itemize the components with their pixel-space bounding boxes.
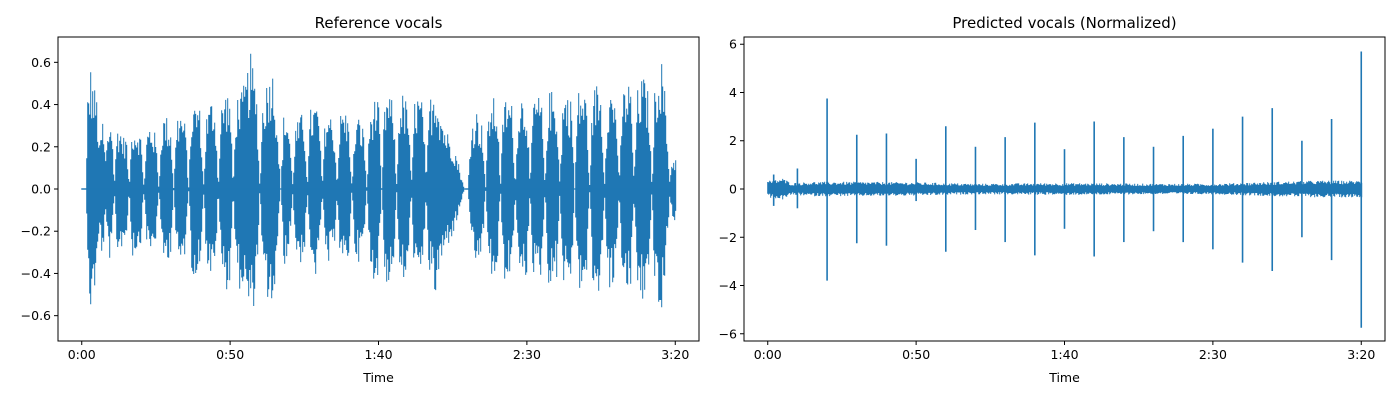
x-axis-label: Time (1048, 370, 1080, 385)
x-tick-label: 0:00 (68, 347, 96, 362)
y-tick-label: −0.4 (21, 266, 51, 281)
y-tick-label: −6 (719, 326, 737, 341)
plot-frame (743, 36, 1386, 342)
chart-predicted-vocals: Predicted vocals (Normalized) 0:00 0:50 1:… (719, 14, 1386, 385)
y-tick-label: 0.6 (31, 55, 51, 70)
x-tick-label: 2:30 (1199, 347, 1227, 362)
x-tick-label: 0:50 (902, 347, 930, 362)
x-tick-label: 3:20 (661, 347, 689, 362)
y-axis-ticks: −6 −4 −2 0 2 4 6 (719, 37, 744, 341)
y-tick-label: 2 (729, 133, 737, 148)
x-tick-label: 0:00 (754, 347, 782, 362)
x-tick-label: 0:50 (216, 347, 244, 362)
y-tick-label: 0.0 (31, 182, 51, 197)
plot-frame (57, 36, 700, 342)
x-axis-ticks: 0:00 0:50 1:40 2:30 3:20 (68, 341, 689, 362)
chart-title: Reference vocals (315, 14, 443, 32)
waveform (81, 53, 677, 308)
x-axis-label: Time (362, 370, 394, 385)
x-tick-label: 3:20 (1347, 347, 1375, 362)
chart-reference-vocals: Reference vocals 0:00 0:50 1:40 2:30 3:20 −0… (21, 14, 700, 385)
y-tick-label: −4 (719, 278, 737, 293)
y-tick-label: −0.2 (21, 224, 51, 239)
x-tick-label: 1:40 (364, 347, 392, 362)
y-tick-label: 4 (729, 85, 737, 100)
y-tick-label: −2 (719, 230, 737, 245)
y-tick-label: −0.6 (21, 308, 51, 323)
y-tick-label: 6 (729, 37, 737, 52)
x-tick-label: 1:40 (1050, 347, 1078, 362)
y-tick-label: 0.2 (31, 139, 51, 154)
y-tick-label: 0 (729, 182, 737, 197)
waveform (767, 51, 1363, 328)
y-axis-ticks: −0.6 −0.4 −0.2 0.0 0.2 0.4 0.6 (21, 55, 58, 323)
y-tick-label: 0.4 (31, 97, 51, 112)
x-tick-label: 2:30 (513, 347, 541, 362)
waveform-body (81, 53, 677, 308)
chart-title: Predicted vocals (Normalized) (952, 14, 1176, 32)
x-axis-ticks: 0:00 0:50 1:40 2:30 3:20 (754, 341, 1375, 362)
